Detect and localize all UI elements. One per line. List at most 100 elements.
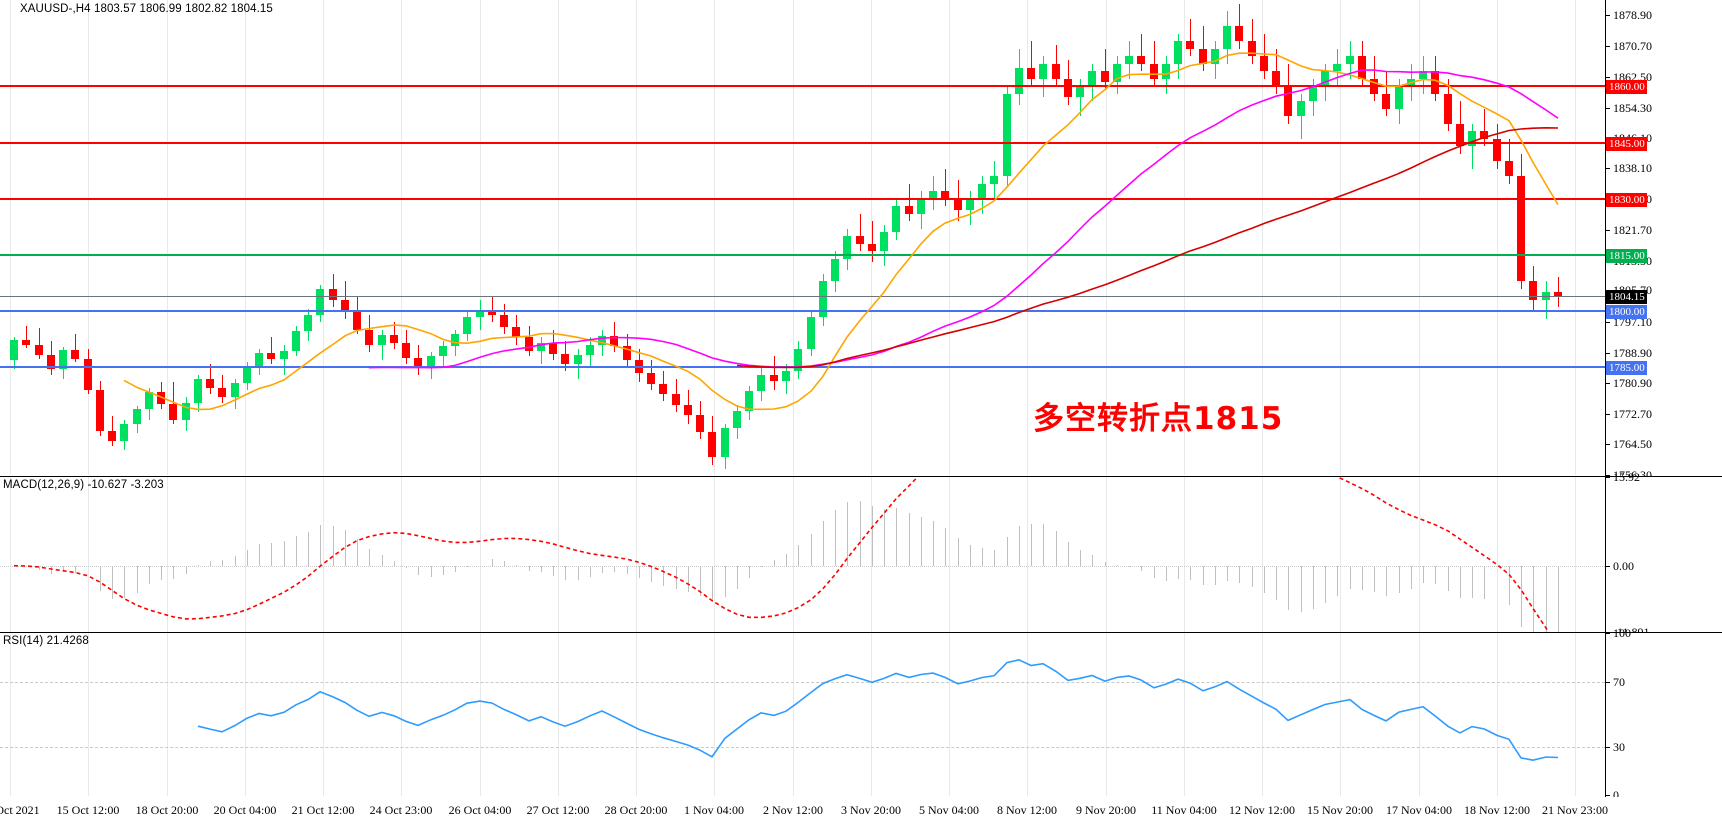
candle-body bbox=[1186, 41, 1194, 49]
time-axis-label: 21 Nov 23:00 bbox=[1542, 803, 1608, 817]
candle-body bbox=[525, 337, 533, 351]
candle-body bbox=[1431, 71, 1439, 94]
macd-histogram-bar bbox=[222, 559, 223, 566]
price-tick-label: 1780.90 bbox=[1613, 375, 1652, 390]
price-level-line-1845.00[interactable] bbox=[0, 141, 1605, 144]
candle-wick bbox=[284, 344, 285, 375]
current-price-line bbox=[0, 295, 1605, 297]
price-level-line-1785.00[interactable] bbox=[0, 366, 1605, 369]
macd-signal-line bbox=[13, 477, 1550, 632]
macd-histogram-bar bbox=[357, 539, 358, 566]
axis-tickmark bbox=[1606, 168, 1610, 170]
macd-histogram-bar bbox=[1337, 565, 1338, 597]
macd-histogram-bar bbox=[394, 561, 395, 566]
vertical-gridline bbox=[245, 633, 246, 796]
candle-body bbox=[378, 335, 386, 345]
macd-histogram-bar bbox=[320, 525, 321, 566]
candle-body bbox=[549, 342, 557, 354]
macd-histogram-bar bbox=[124, 565, 125, 599]
price-level-tag-1830.00[interactable]: 1830.00 bbox=[1606, 192, 1647, 207]
macd-plot-area[interactable] bbox=[0, 477, 1605, 632]
candle-body bbox=[145, 392, 153, 409]
macd-histogram-bar bbox=[382, 554, 383, 566]
time-axis-label: 3 Nov 20:00 bbox=[841, 803, 901, 817]
vertical-gridline bbox=[480, 0, 481, 475]
price-level-line-1815.00[interactable] bbox=[0, 253, 1605, 256]
macd-histogram-bar bbox=[1105, 562, 1106, 566]
candle-body bbox=[831, 258, 839, 282]
price-level-tag-1815.00[interactable]: 1815.00 bbox=[1606, 248, 1647, 263]
price-axis[interactable]: 1860.00 1845.00 1830.00 1815.00 1800.00 1785.… bbox=[1606, 0, 1722, 481]
candle-wick bbox=[909, 183, 910, 222]
axis-tickmark bbox=[1606, 107, 1610, 109]
candle-body bbox=[966, 198, 974, 210]
candle-body bbox=[365, 329, 373, 345]
candle-body bbox=[231, 383, 239, 398]
macd-histogram-bar bbox=[811, 534, 812, 566]
candle-body bbox=[108, 431, 116, 442]
price-level-line-1830.00[interactable] bbox=[0, 197, 1605, 200]
time-axis-label: 17 Nov 04:00 bbox=[1386, 803, 1452, 817]
vertical-gridline bbox=[1497, 633, 1498, 796]
macd-histogram-bar bbox=[431, 565, 432, 577]
axis-tickmark bbox=[1606, 229, 1610, 231]
candle-body bbox=[1015, 67, 1023, 94]
macd-histogram-bar bbox=[1533, 565, 1534, 632]
vertical-gridline bbox=[793, 0, 794, 475]
vertical-gridline bbox=[323, 477, 324, 632]
vertical-gridline bbox=[1262, 633, 1263, 796]
rsi-plot-area[interactable] bbox=[0, 633, 1605, 796]
macd-histogram-bar bbox=[737, 565, 738, 589]
candle-body bbox=[1382, 93, 1390, 109]
price-level-tag-1845.00[interactable]: 1845.00 bbox=[1606, 136, 1647, 151]
price-level-tag-1860.00[interactable]: 1860.00 bbox=[1606, 80, 1647, 95]
time-axis[interactable]: 14 Oct 2021 15 Oct 12:00 18 Oct 20:00 20 Oc… bbox=[0, 797, 1722, 831]
candle-body bbox=[1248, 41, 1256, 57]
macd-histogram-bar bbox=[161, 565, 162, 580]
candle-body bbox=[463, 316, 471, 334]
macd-histogram-bar bbox=[418, 565, 419, 576]
macd-histogram-bar bbox=[994, 550, 995, 566]
candle-body bbox=[292, 330, 300, 351]
price-plot-area[interactable] bbox=[0, 0, 1605, 475]
time-axis-label: 28 Oct 20:00 bbox=[604, 803, 668, 817]
macd-histogram-bar bbox=[198, 564, 199, 566]
candle-body bbox=[1419, 71, 1427, 79]
macd-histogram-bar bbox=[651, 565, 652, 583]
price-level-tag-1785.00[interactable]: 1785.00 bbox=[1606, 361, 1647, 376]
price-level-line-1800.00[interactable] bbox=[0, 310, 1605, 313]
axis-tickmark bbox=[1606, 444, 1610, 446]
vertical-gridline bbox=[10, 0, 11, 475]
current-price-tag[interactable]: 1804.15 bbox=[1606, 289, 1647, 304]
candle-body bbox=[1027, 67, 1035, 79]
price-tick-label: 1821.70 bbox=[1613, 222, 1652, 237]
vertical-gridline bbox=[167, 0, 168, 475]
rsi-tick-label: 70 bbox=[1613, 674, 1625, 689]
macd-histogram-bar bbox=[443, 565, 444, 576]
axis-tickmark bbox=[1606, 413, 1610, 415]
macd-signal-overlay bbox=[13, 477, 1550, 632]
candle-wick bbox=[1546, 281, 1547, 319]
price-level-line-1860.00[interactable] bbox=[0, 85, 1605, 88]
macd-histogram-bar bbox=[553, 565, 554, 576]
macd-histogram-bar bbox=[1043, 524, 1044, 566]
vertical-gridline bbox=[714, 0, 715, 475]
vertical-gridline bbox=[1027, 477, 1028, 632]
macd-histogram-bar bbox=[149, 565, 150, 585]
vertical-gridline bbox=[401, 633, 402, 796]
candle-wick bbox=[774, 356, 775, 390]
time-axis-label: 20 Oct 04:00 bbox=[213, 803, 277, 817]
rsi-axis[interactable]: 100 70 30 0 bbox=[1606, 627, 1722, 801]
candle-wick bbox=[271, 337, 272, 364]
macd-histogram-bar bbox=[1080, 550, 1081, 566]
vertical-gridline bbox=[871, 477, 872, 632]
macd-histogram-bar bbox=[259, 544, 260, 566]
macd-axis[interactable]: 15.920.00-11.891 bbox=[1606, 471, 1722, 638]
time-axis-label: 9 Nov 20:00 bbox=[1076, 803, 1136, 817]
candle-body bbox=[1505, 161, 1513, 177]
chart-header-label: XAUUSD-,H4 1803.57 1806.99 1802.82 1804.… bbox=[20, 3, 273, 15]
macd-pane: 15.920.00-11.891 MACD(12,26,9) -10.627 -… bbox=[0, 471, 1722, 638]
macd-histogram-bar bbox=[1239, 565, 1240, 583]
macd-histogram-bar bbox=[1460, 565, 1461, 599]
price-level-tag-1800.00[interactable]: 1800.00 bbox=[1606, 305, 1647, 320]
